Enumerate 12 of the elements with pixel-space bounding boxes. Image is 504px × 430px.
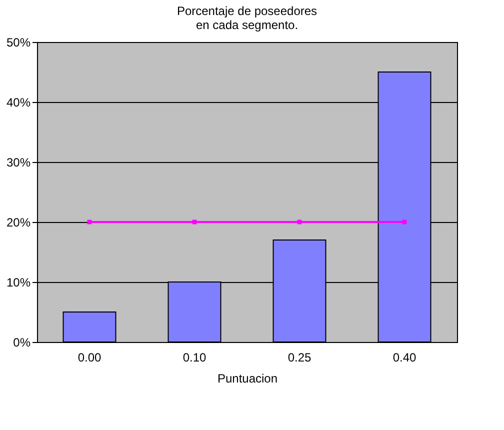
y-tick-label: 10% <box>6 276 31 290</box>
x-tick-label: 0.40 <box>392 350 416 364</box>
chart-title: Porcentaje de poseedores en cada segmento. <box>176 4 318 32</box>
x-tick-label: 0.00 <box>78 350 102 364</box>
y-tick-label: 50% <box>6 36 31 50</box>
x-tick-label: 0.10 <box>182 350 206 364</box>
y-tick-label: 20% <box>6 216 31 230</box>
y-tick-label: 0% <box>13 336 31 350</box>
x-axis-title: Puntuacion <box>217 372 278 386</box>
x-tick-label: 0.25 <box>288 350 312 364</box>
y-tick-label: 30% <box>6 156 31 170</box>
y-tick-label: 40% <box>6 96 31 110</box>
